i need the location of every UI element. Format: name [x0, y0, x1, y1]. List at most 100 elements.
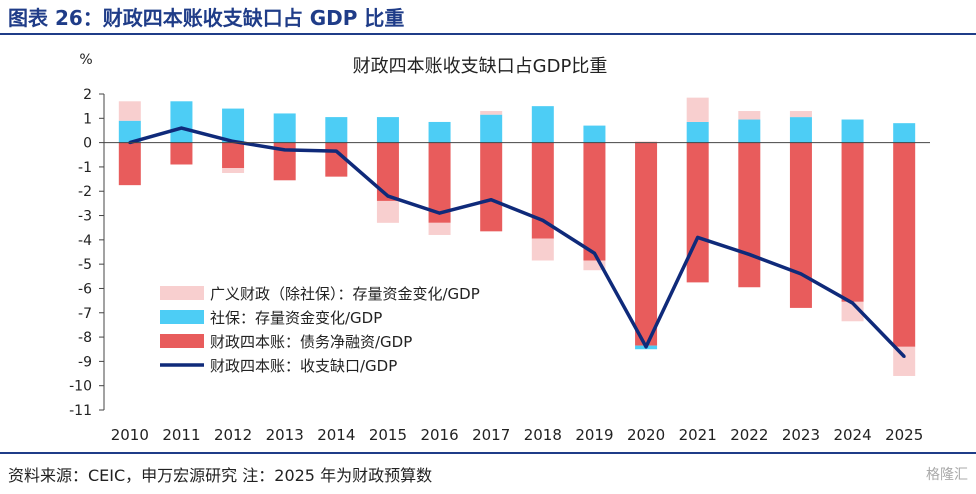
- x-tick-label: 2025: [885, 426, 923, 444]
- bar-segment: [635, 141, 658, 143]
- bar-segment: [428, 121, 451, 143]
- bar-segment: [325, 117, 348, 143]
- y-tick-label: -5: [78, 257, 92, 273]
- legend-swatch: [160, 334, 204, 348]
- x-tick-label: 2021: [679, 426, 717, 444]
- bar-segment: [531, 106, 554, 143]
- y-tick-label: -8: [78, 330, 92, 346]
- gap-point: [644, 345, 648, 349]
- legend-label: 广义财政（除社保）：存量资金变化/GDP: [210, 285, 480, 303]
- bar-segment: [273, 113, 296, 143]
- bar-segment: [376, 142, 399, 201]
- y-tick-label: -4: [78, 233, 92, 249]
- gap-point: [696, 235, 700, 239]
- bar-segment: [841, 119, 864, 143]
- bar-segment: [480, 142, 503, 232]
- y-tick-label: -7: [78, 306, 92, 322]
- legend-swatch: [160, 286, 204, 300]
- y-axis-unit: %: [79, 52, 92, 68]
- y-tick-label: 1: [83, 111, 92, 127]
- bar-segment: [222, 108, 245, 143]
- gap-point: [799, 272, 803, 276]
- bar-segment: [480, 114, 503, 143]
- bar-segment: [170, 142, 193, 165]
- y-tick-label: -3: [78, 209, 92, 225]
- bar-layer: [118, 97, 916, 376]
- bar-segment: [738, 142, 761, 288]
- legend-label: 社保：存量资金变化/GDP: [210, 309, 382, 327]
- bar-segment: [738, 111, 761, 120]
- legend-label: 财政四本账：收支缺口/GDP: [210, 357, 397, 375]
- bar-segment: [376, 117, 399, 143]
- gap-point: [179, 126, 183, 130]
- gap-point: [489, 198, 493, 202]
- x-tick-label: 2015: [369, 426, 407, 444]
- gap-point: [438, 211, 442, 215]
- x-tick-label: 2018: [524, 426, 562, 444]
- bar-segment: [222, 142, 245, 169]
- x-tick-label: 2016: [420, 426, 458, 444]
- watermark: 格隆汇: [926, 467, 968, 483]
- x-tick-label: 2022: [730, 426, 768, 444]
- x-tick-label: 2023: [782, 426, 820, 444]
- x-tick-label: 2019: [575, 426, 613, 444]
- bar-segment: [428, 222, 451, 235]
- gap-point: [283, 148, 287, 152]
- y-tick-label: -2: [78, 184, 92, 200]
- y-tick-label: -11: [69, 403, 92, 419]
- bar-segment: [893, 346, 916, 376]
- y-axis: 2 1 0 -1 -2 -3 -4 -5 -6 -7 -8 -9 -10 -11: [69, 87, 105, 419]
- x-tick-label: 2010: [111, 426, 149, 444]
- x-tick-label: 2024: [833, 426, 871, 444]
- x-tick-label: 2011: [162, 426, 200, 444]
- bar-segment: [531, 238, 554, 261]
- figure-title: 图表 26：财政四本账收支缺口占 GDP 比重: [8, 6, 405, 30]
- line-layer: [128, 126, 906, 359]
- x-tick-label: 2017: [472, 426, 510, 444]
- bar-segment: [273, 142, 296, 181]
- bar-segment: [583, 142, 606, 261]
- y-tick-label: 2: [83, 87, 92, 103]
- legend-swatch: [160, 310, 204, 324]
- bar-segment: [428, 142, 451, 223]
- y-tick-label: -1: [78, 160, 92, 176]
- bar-segment: [376, 200, 399, 223]
- bar-segment: [789, 142, 812, 308]
- bar-segment: [118, 101, 141, 121]
- y-tick-label: -9: [78, 354, 92, 370]
- x-tick-label: 2013: [266, 426, 304, 444]
- x-tick-label: 2014: [317, 426, 355, 444]
- footer-divider: [0, 452, 976, 454]
- bar-segment: [583, 260, 606, 271]
- x-axis: 2010 2011 2012 2013 2014 2015 2016 2017 2018 2019…: [104, 142, 930, 444]
- bar-segment: [841, 142, 864, 302]
- y-tick-label: -10: [69, 379, 92, 395]
- gap-point: [592, 251, 596, 255]
- bar-segment: [893, 142, 916, 347]
- gap-point: [386, 194, 390, 198]
- bar-segment: [789, 117, 812, 143]
- title-divider: [0, 33, 976, 35]
- legend-label: 财政四本账：债务净融资/GDP: [210, 333, 412, 351]
- gap-line: [129, 126, 906, 358]
- bar-segment: [222, 168, 245, 173]
- bar-segment: [118, 120, 141, 143]
- y-tick-label: 0: [83, 136, 92, 152]
- x-tick-label: 2020: [627, 426, 665, 444]
- gap-point: [334, 149, 338, 153]
- chart-title: 财政四本账收支缺口占GDP比重: [353, 56, 608, 77]
- y-tick-label: -6: [78, 281, 92, 297]
- bar-segment: [635, 142, 658, 346]
- source-note: 资料来源：CEIC，申万宏源研究 注：2025 年为财政预算数: [8, 466, 433, 485]
- legend: 广义财政（除社保）：存量资金变化/GDP 社保：存量资金变化/GDP 财政四本账：债…: [160, 285, 480, 375]
- bar-segment: [789, 111, 812, 118]
- bar-segment: [118, 142, 141, 186]
- bar-segment: [583, 125, 606, 143]
- gap-point: [541, 218, 545, 222]
- bar-segment: [686, 121, 709, 143]
- bar-segment: [738, 119, 761, 143]
- bar-segment: [893, 123, 916, 143]
- bar-segment: [170, 101, 193, 143]
- gap-point: [747, 252, 751, 256]
- gap-point: [902, 355, 906, 359]
